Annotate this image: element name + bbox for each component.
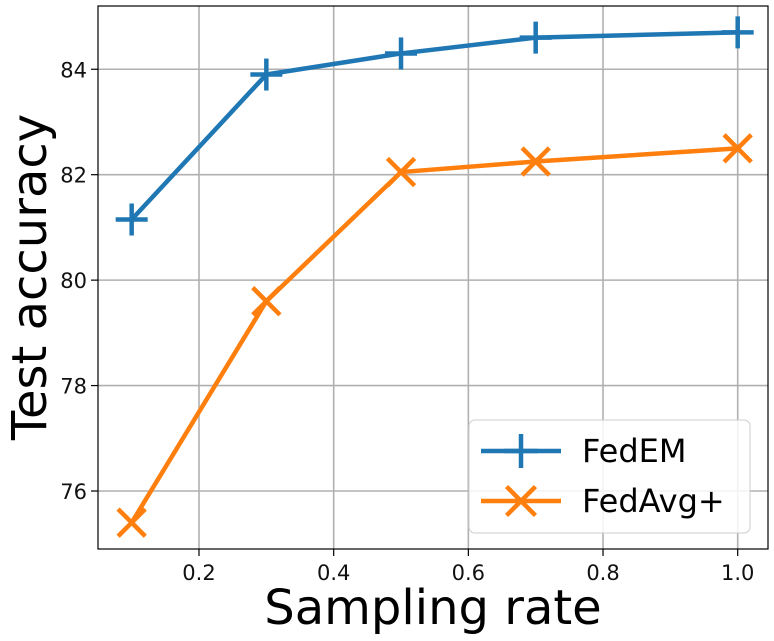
series-line-fedem	[130, 30, 738, 222]
series-layer	[115, 16, 754, 538]
marker-diag-stroke	[520, 146, 551, 177]
data-point	[385, 156, 417, 188]
x-tick-label: 0.8	[586, 561, 619, 585]
legend-label: FedEM	[582, 432, 686, 470]
y-tick-label: 80	[60, 269, 87, 293]
marker-diag-stroke	[251, 286, 282, 317]
axis-ticks: 0.2 0.4 0.6 0.8 1.0 76 78 80 82 84	[60, 58, 754, 585]
plot-frame	[97, 5, 769, 550]
marker-diag-stroke	[385, 156, 417, 188]
data-point	[250, 58, 283, 91]
data-point	[722, 133, 753, 164]
marker-diag-stroke	[504, 484, 538, 518]
legend: FedEM FedAvg+	[468, 419, 751, 534]
data-point	[721, 16, 754, 49]
legend-box	[468, 419, 751, 534]
x-axis-title: Sampling rate	[264, 580, 601, 636]
data-point	[520, 146, 551, 177]
data-point	[116, 507, 147, 538]
y-tick-label: 78	[60, 375, 87, 399]
x-tick-label: 0.6	[452, 561, 485, 585]
marker-diag-stroke	[722, 133, 753, 164]
legend-label: FedAvg+	[582, 482, 725, 520]
y-tick-label: 76	[60, 480, 87, 504]
data-point	[115, 203, 148, 236]
x-tick-label: 0.2	[182, 561, 215, 585]
y-axis-title: Test accuracy	[2, 114, 58, 441]
x-tick-label: 1.0	[721, 561, 754, 585]
legend-marker	[504, 484, 538, 518]
data-point	[251, 286, 282, 317]
x-tick-label: 0.4	[317, 561, 350, 585]
legend-marker	[504, 434, 538, 468]
data-point	[519, 21, 552, 54]
grid-lines	[98, 6, 768, 549]
data-point	[385, 37, 418, 70]
y-tick-label: 84	[60, 58, 87, 82]
y-tick-label: 82	[60, 164, 87, 188]
marker-diag-stroke	[116, 507, 147, 538]
